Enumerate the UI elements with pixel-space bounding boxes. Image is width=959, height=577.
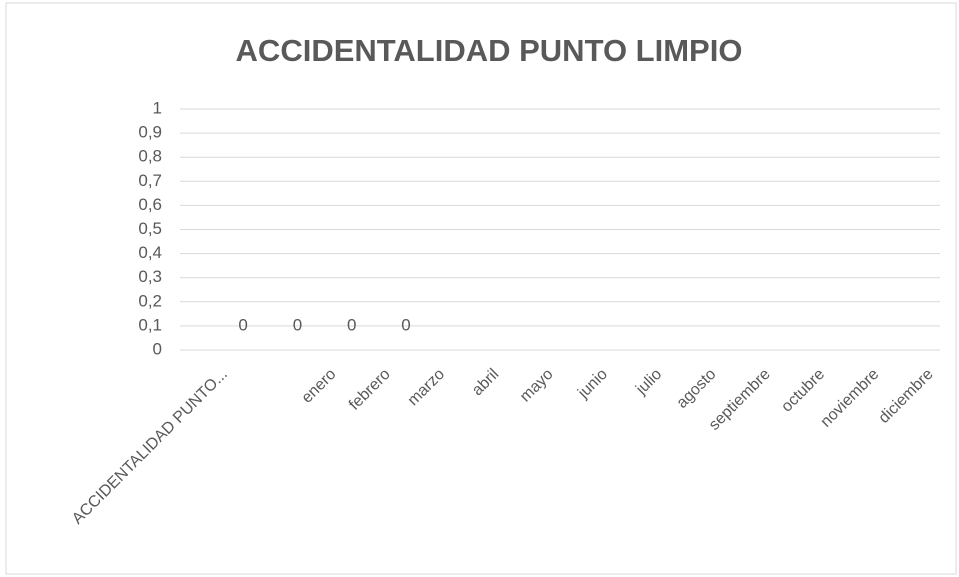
y-tick-label: 0,7 — [138, 171, 162, 190]
data-label: 0 — [238, 315, 247, 334]
chart-title: ACCIDENTALIDAD PUNTO LIMPIO — [236, 33, 743, 68]
chart-border — [5, 2, 957, 575]
y-tick-label: 0,1 — [138, 315, 162, 334]
y-tick-label: 0 — [153, 339, 162, 358]
y-tick-label: 0,9 — [138, 123, 162, 142]
y-tick-label: 0,4 — [138, 243, 162, 262]
data-label: 0 — [401, 315, 410, 334]
data-label: 0 — [293, 315, 302, 334]
y-tick-label: 0,5 — [138, 219, 162, 238]
y-tick-label: 0,8 — [138, 147, 162, 166]
y-tick-label: 0,6 — [138, 195, 162, 214]
y-tick-label: 0,3 — [138, 267, 162, 286]
data-label: 0 — [347, 315, 356, 334]
y-tick-label: 1 — [153, 98, 162, 117]
y-tick-label: 0,2 — [138, 291, 162, 310]
